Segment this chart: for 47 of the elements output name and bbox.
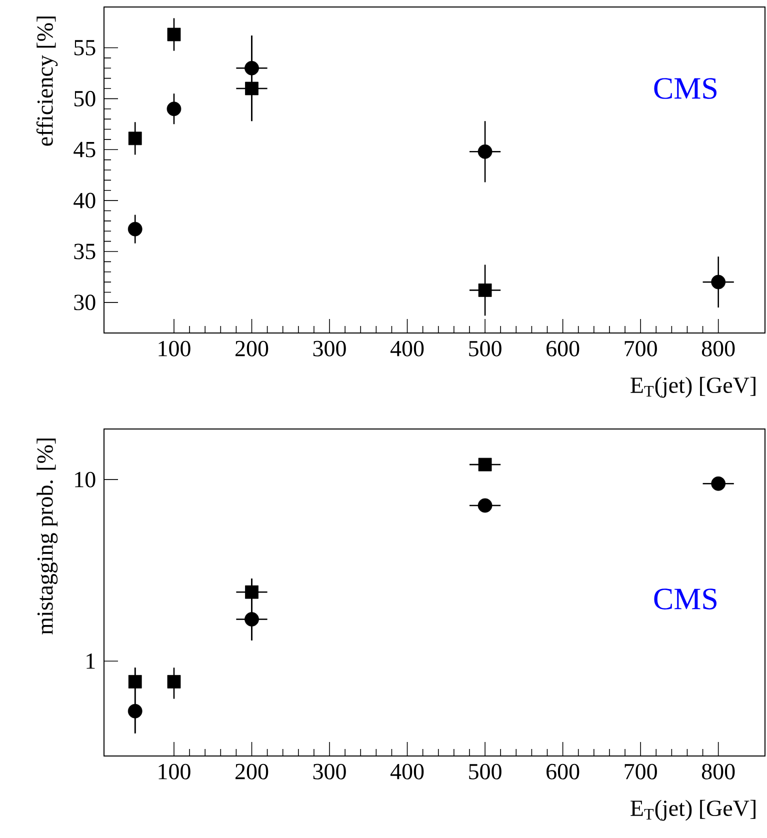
point — [128, 222, 142, 236]
x-tick-label: 600 — [546, 340, 580, 356]
x-tick-label: 500 — [469, 764, 502, 780]
point — [478, 144, 492, 159]
x-tick-label: 500 — [469, 340, 502, 356]
point — [128, 704, 142, 718]
x-tick-label: 300 — [313, 764, 346, 780]
point — [128, 675, 142, 688]
point — [128, 132, 142, 146]
y-tick-label: 50 — [74, 90, 96, 106]
x-tick-label: 300 — [313, 340, 346, 356]
point — [167, 675, 181, 688]
x-tick-label: 400 — [390, 764, 424, 780]
point — [167, 28, 181, 42]
x-tick-label: 800 — [702, 764, 735, 780]
x-axis-title: E$_{T}$(jet) [GeV] — [630, 376, 756, 398]
point — [711, 476, 726, 491]
point — [244, 612, 259, 626]
point — [478, 458, 492, 472]
x-tick-label: 700 — [624, 764, 657, 780]
point — [166, 102, 182, 116]
y-tick-label: 1 — [86, 654, 95, 669]
y-tick-label: 10 — [75, 472, 96, 488]
y-tick-label: 45 — [74, 142, 96, 158]
annotation: CMS — [654, 588, 716, 610]
x-tick-label: 200 — [236, 764, 268, 780]
point — [245, 82, 258, 96]
x-tick-label: 600 — [546, 764, 580, 780]
point — [478, 284, 492, 297]
y-tick-label: 55 — [74, 40, 96, 56]
point — [245, 585, 258, 599]
x-tick-label: 400 — [390, 340, 424, 356]
x-axis-title: E$_{T}$(jet) [GeV] — [630, 800, 756, 821]
point — [244, 60, 259, 76]
x-tick-label: 200 — [236, 340, 268, 356]
point — [478, 498, 492, 513]
x-tick-label: 100 — [158, 764, 190, 780]
point — [711, 274, 726, 290]
y-tick-label: 30 — [74, 294, 96, 310]
x-tick-label: 800 — [702, 340, 735, 356]
y-tick-label: 40 — [74, 192, 96, 208]
x-tick-label: 100 — [158, 340, 190, 356]
y-axis-title: mistagging prob. [%] — [36, 438, 58, 634]
y-axis-title: efficiency [%] — [36, 16, 58, 146]
annotation: CMS — [654, 78, 716, 99]
x-tick-label: 700 — [624, 340, 657, 356]
y-tick-label: 35 — [74, 244, 96, 260]
